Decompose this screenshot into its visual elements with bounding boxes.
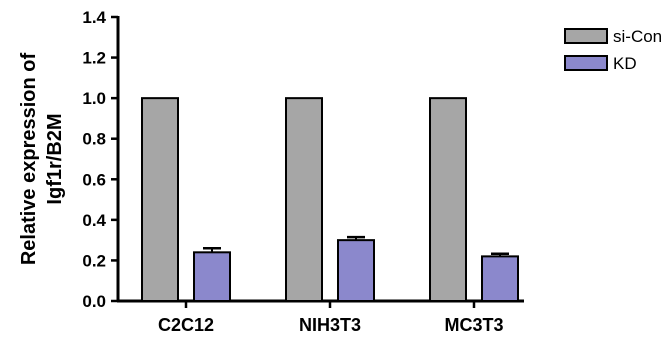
bar-si-con [429,97,467,303]
y-tick-label: 1.4 [82,8,106,27]
x-tick-label: NIH3T3 [299,315,361,335]
y-axis-title: Relative expression of Igf1r/B2M [18,53,66,266]
y-tick-label: 0.8 [82,130,106,149]
bar-kd [193,251,231,302]
bars [141,97,519,303]
y-axis-title-line: Relative expression of [18,53,40,266]
legend-label: KD [613,54,637,73]
bar-kd [481,255,519,302]
y-tick-label: 0.0 [82,292,106,311]
x-tick-label: C2C12 [158,315,214,335]
y-tick-label: 1.0 [82,89,106,108]
bar-si-con [285,97,323,303]
y-tick-label: 1.2 [82,49,106,68]
bar-kd [337,239,375,302]
x-tick-label: MC3T3 [444,315,503,335]
y-axis-title-line: Igf1r/B2M [44,113,66,204]
y-tick-label: 0.2 [82,251,106,270]
y-axis-title-text: Relative expression of Igf1r/B2M [18,53,66,266]
legend-swatch [564,28,608,44]
x-axis: C2C12 NIH3T3 MC3T3 [117,299,524,335]
y-axis: 0.0 0.2 0.4 0.6 0.8 1.0 1.2 1.4 [82,8,120,311]
legend-label: si-Con [613,27,662,46]
legend: si-Con KD [564,27,662,73]
bar-si-con [141,97,179,303]
y-tick-label: 0.4 [82,211,106,230]
legend-swatch [564,55,608,71]
y-tick-label: 0.6 [82,170,106,189]
